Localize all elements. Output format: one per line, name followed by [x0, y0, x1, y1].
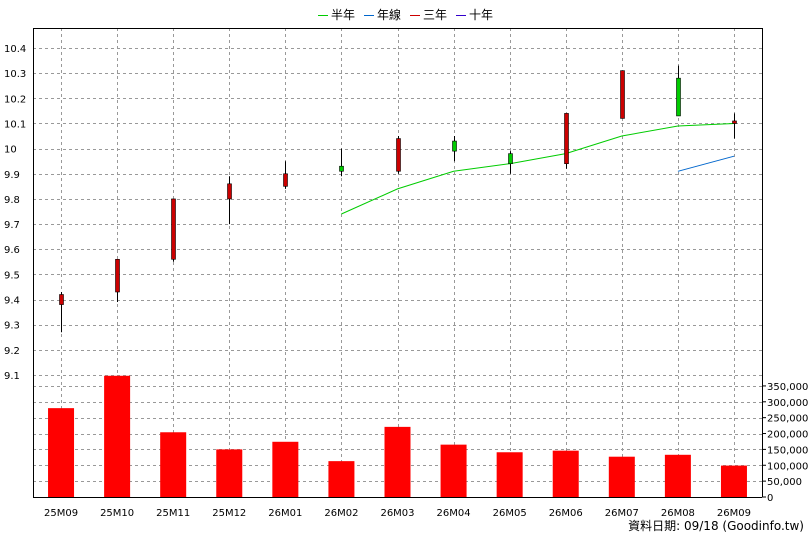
volume-bar — [216, 449, 243, 497]
volume-bar — [552, 450, 579, 497]
volume-bar — [328, 461, 355, 497]
price-tick-label: 9.1 — [4, 371, 20, 382]
legend-label-ten-year: 十年 — [469, 8, 494, 22]
volume-bar — [272, 441, 299, 497]
candle-body — [508, 153, 513, 165]
volume-bar — [720, 465, 747, 497]
volume-tick-label: 250,000 — [767, 414, 808, 425]
candle-body — [283, 173, 288, 187]
volume-bar — [160, 432, 187, 497]
price-tick-label: 10.3 — [4, 69, 26, 80]
month-tick-label: 25M12 — [212, 508, 246, 519]
series-line-year-line — [677, 155, 735, 172]
price-tick-label: 9.5 — [4, 270, 20, 281]
price-tick-label: 9.8 — [4, 195, 20, 206]
candle-body — [676, 77, 681, 117]
month-tick-label: 26M08 — [661, 508, 695, 519]
price-tick-label: 9.2 — [4, 346, 20, 357]
legend-label-year-line: 年線 — [377, 8, 402, 22]
legend-item-year-line: 年線 — [364, 6, 401, 23]
volume-tick-label: 300,000 — [767, 398, 808, 409]
month-tick-label: 25M10 — [100, 508, 134, 519]
month-tick-label: 26M04 — [437, 508, 471, 519]
volume-bar — [48, 408, 75, 497]
legend-label-three-year: 三年 — [423, 8, 448, 22]
candle-body — [59, 294, 64, 305]
month-tick-label: 26M02 — [324, 508, 358, 519]
price-tick-label: 10.1 — [4, 119, 26, 130]
price-tick-label: 9.7 — [4, 220, 20, 231]
candle-body — [620, 70, 625, 119]
legend-swatch-half-year — [318, 15, 328, 16]
volume-tick-label: 0 — [767, 493, 773, 504]
legend-item-three-year: 三年 — [410, 6, 447, 23]
month-tick-label: 25M11 — [156, 508, 190, 519]
legend-item-half-year: 半年 — [318, 6, 355, 23]
price-tick-label: 9.3 — [4, 321, 20, 332]
candle-body — [339, 165, 344, 172]
volume-bar — [664, 454, 691, 497]
legend-swatch-ten-year — [456, 15, 466, 16]
month-tick-label: 25M09 — [44, 508, 78, 519]
price-tick-label: 9.9 — [4, 170, 20, 181]
candle-body — [227, 183, 232, 200]
month-tick-label: 26M06 — [549, 508, 583, 519]
legend-swatch-year-line — [364, 15, 374, 16]
volume-tick-label: 100,000 — [767, 461, 808, 472]
month-tick-label: 26M05 — [493, 508, 527, 519]
candle-body — [452, 140, 457, 152]
volume-tick-label: 150,000 — [767, 445, 808, 456]
volume-tick-label: 200,000 — [767, 430, 808, 441]
volume-bar — [104, 375, 131, 497]
volume-tick-label: 50,000 — [767, 477, 802, 488]
candle-body — [115, 258, 120, 293]
month-tick-label: 26M01 — [268, 508, 302, 519]
month-tick-label: 26M03 — [380, 508, 414, 519]
series-line-half-year — [341, 123, 735, 215]
candle-body — [564, 113, 569, 165]
month-tick-label: 26M09 — [717, 508, 751, 519]
price-tick-label: 10.2 — [4, 94, 26, 105]
legend-item-ten-year: 十年 — [456, 6, 493, 23]
volume-bar — [496, 452, 523, 497]
legend-label-half-year: 半年 — [331, 8, 356, 22]
data-date-footer: 資料日期: 09/18 (Goodinfo.tw) — [628, 519, 804, 533]
volume-bar — [608, 456, 635, 497]
month-tick-label: 26M07 — [605, 508, 639, 519]
price-tick-label: 10 — [4, 145, 17, 156]
candle-body — [171, 198, 176, 260]
legend-swatch-three-year — [410, 15, 420, 16]
price-tick-label: 9.4 — [4, 296, 20, 307]
candle-body — [732, 120, 737, 124]
volume-tick-label: 350,000 — [767, 382, 808, 393]
price-tick-label: 9.6 — [4, 245, 20, 256]
volume-bar — [440, 444, 467, 497]
price-tick-label: 10.4 — [4, 44, 26, 55]
volume-bar — [384, 426, 411, 497]
candle-body — [396, 138, 401, 172]
